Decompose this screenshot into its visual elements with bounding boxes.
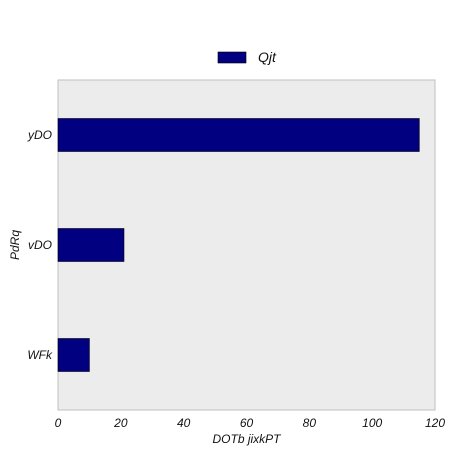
y-tick-label-ydo: yDO xyxy=(27,128,52,142)
bar-ydo xyxy=(58,119,419,152)
y-tick-labels: WFk vDO yDO xyxy=(27,128,53,362)
legend-swatch-qjt xyxy=(218,52,246,63)
x-tick-labels: 0 20 40 60 80 100 120 xyxy=(55,416,446,430)
x-tick-label-120: 120 xyxy=(425,416,445,430)
x-tick-label-40: 40 xyxy=(177,416,191,430)
x-axis-label: DOTb jixkPT xyxy=(212,432,282,446)
y-axis-label: PdRq xyxy=(8,230,22,260)
x-tick-label-0: 0 xyxy=(55,416,62,430)
legend: Qjt xyxy=(218,49,277,65)
y-tick-label-vdo: vDO xyxy=(28,238,52,252)
x-tick-label-100: 100 xyxy=(362,416,382,430)
bar-wfk xyxy=(58,339,89,372)
legend-label-qjt: Qjt xyxy=(258,49,277,65)
bar-vdo xyxy=(58,229,124,262)
x-tick-label-20: 20 xyxy=(113,416,128,430)
x-tick-label-80: 80 xyxy=(303,416,317,430)
y-tick-label-wfk: WFk xyxy=(27,348,53,362)
x-tick-label-60: 60 xyxy=(240,416,254,430)
